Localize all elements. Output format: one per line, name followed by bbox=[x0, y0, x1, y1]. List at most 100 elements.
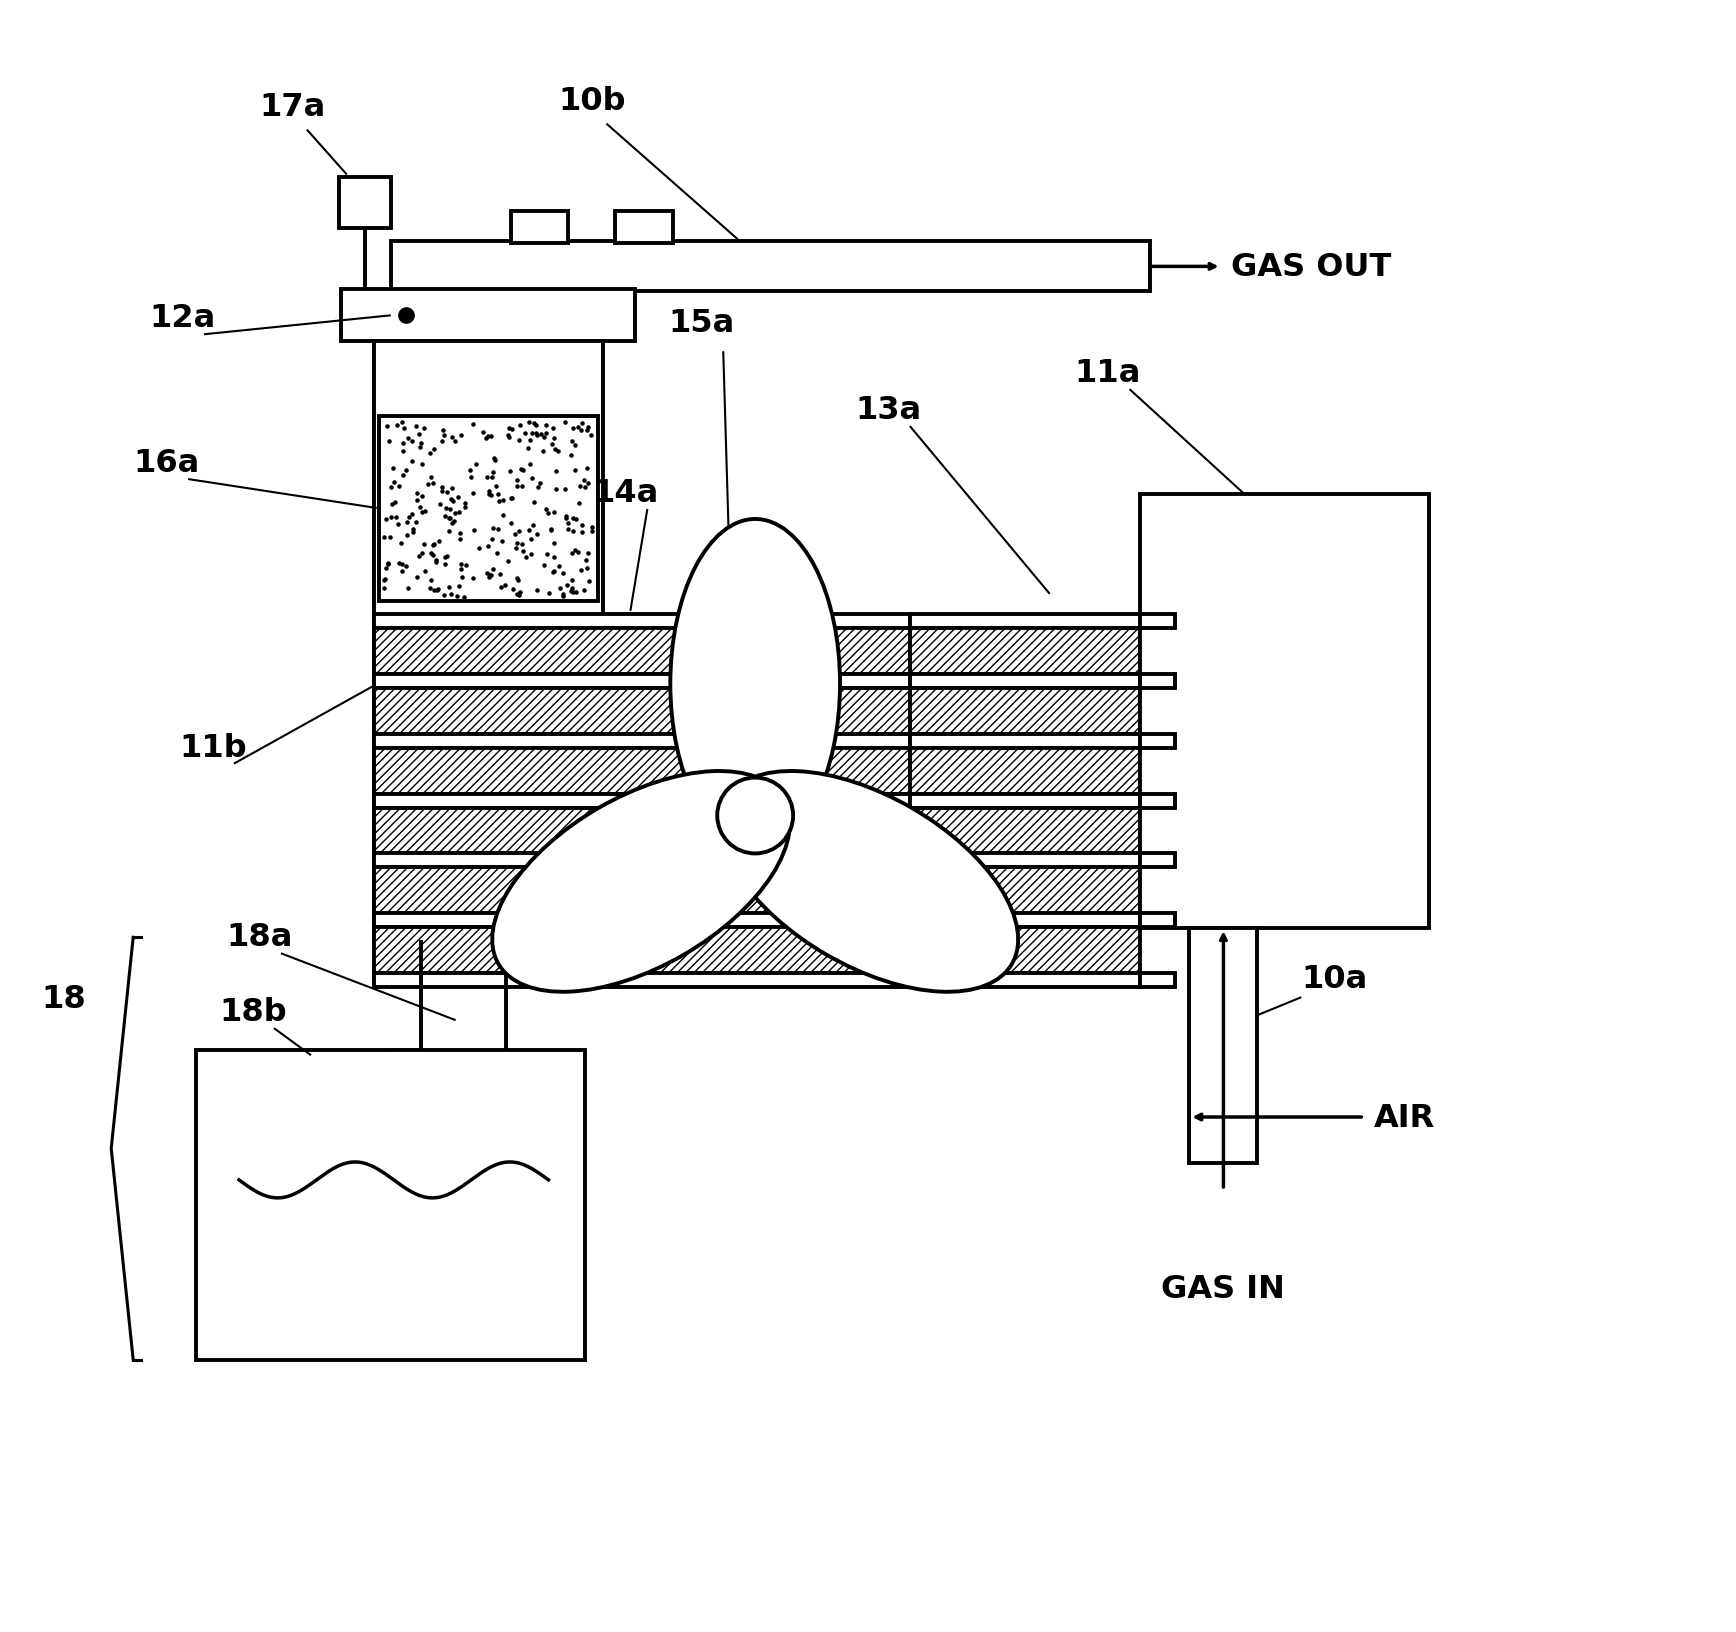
Point bbox=[509, 539, 536, 565]
Bar bbox=[373, 795, 910, 808]
Point bbox=[372, 566, 399, 592]
Text: 10b: 10b bbox=[559, 85, 627, 116]
Point bbox=[446, 521, 474, 547]
Point bbox=[566, 491, 594, 517]
Point bbox=[495, 423, 523, 449]
Bar bbox=[1139, 974, 1175, 987]
Point bbox=[552, 506, 580, 532]
Point bbox=[431, 503, 458, 529]
Point bbox=[462, 452, 490, 478]
Bar bbox=[373, 808, 910, 854]
Point bbox=[542, 459, 569, 485]
Point bbox=[380, 470, 408, 496]
Point bbox=[554, 573, 582, 599]
Point bbox=[484, 481, 512, 508]
Point bbox=[569, 578, 597, 604]
Bar bbox=[373, 343, 604, 940]
Point bbox=[474, 424, 502, 450]
Bar bbox=[910, 914, 1139, 927]
Point bbox=[549, 560, 576, 586]
Point bbox=[474, 561, 502, 588]
Point bbox=[503, 583, 531, 609]
Text: 11a: 11a bbox=[1075, 357, 1141, 388]
Text: 13a: 13a bbox=[856, 395, 922, 426]
Point bbox=[540, 426, 568, 452]
Point bbox=[448, 557, 476, 583]
Point bbox=[373, 413, 401, 439]
Bar bbox=[910, 974, 1139, 987]
Point bbox=[540, 558, 568, 584]
Bar bbox=[340, 290, 635, 343]
Point bbox=[399, 449, 427, 475]
Point bbox=[564, 540, 592, 566]
Point bbox=[434, 506, 462, 532]
Point bbox=[535, 579, 562, 605]
Text: GAS OUT: GAS OUT bbox=[1231, 251, 1392, 282]
Point bbox=[431, 583, 458, 609]
Point bbox=[533, 413, 561, 439]
Point bbox=[403, 488, 431, 514]
Point bbox=[519, 512, 547, 539]
Point bbox=[392, 553, 420, 579]
Point bbox=[505, 583, 533, 609]
Point bbox=[519, 421, 547, 447]
Point bbox=[507, 413, 535, 439]
Point bbox=[406, 494, 434, 521]
Point bbox=[391, 416, 418, 442]
Point bbox=[552, 504, 580, 530]
Point bbox=[568, 558, 595, 584]
Point bbox=[523, 421, 550, 447]
Bar bbox=[910, 854, 1139, 868]
Point bbox=[479, 460, 507, 486]
Point bbox=[529, 424, 557, 450]
Point bbox=[512, 545, 540, 571]
Point bbox=[451, 553, 479, 579]
Bar bbox=[373, 734, 910, 747]
Point bbox=[370, 524, 398, 550]
Point bbox=[550, 410, 578, 436]
Point bbox=[427, 491, 455, 517]
Point bbox=[422, 550, 450, 576]
Point bbox=[417, 540, 444, 566]
Point bbox=[573, 555, 601, 581]
Bar bbox=[1139, 614, 1175, 628]
Point bbox=[498, 486, 526, 512]
Point bbox=[417, 576, 444, 602]
Point bbox=[559, 416, 587, 442]
Point bbox=[420, 578, 448, 604]
Point bbox=[503, 568, 531, 594]
Point bbox=[523, 578, 550, 604]
Point bbox=[575, 470, 602, 496]
Point bbox=[557, 540, 585, 566]
Point bbox=[529, 553, 557, 579]
Point bbox=[575, 540, 602, 566]
Point bbox=[408, 499, 436, 526]
Bar bbox=[910, 927, 1139, 974]
Point bbox=[540, 545, 568, 571]
Point bbox=[510, 421, 538, 447]
Point bbox=[573, 418, 601, 444]
Point bbox=[389, 439, 417, 465]
Bar bbox=[1139, 674, 1175, 689]
Point bbox=[441, 501, 469, 527]
Point bbox=[457, 457, 484, 483]
Point bbox=[500, 522, 528, 548]
Ellipse shape bbox=[493, 772, 790, 992]
Point bbox=[490, 488, 517, 514]
Bar bbox=[1139, 854, 1175, 868]
Point bbox=[446, 423, 474, 449]
Point bbox=[507, 579, 535, 605]
Point bbox=[437, 477, 465, 503]
Point bbox=[486, 561, 514, 588]
Point bbox=[441, 509, 469, 535]
Point bbox=[389, 552, 417, 578]
Text: 11b: 11b bbox=[179, 733, 247, 764]
Text: 18a: 18a bbox=[226, 922, 292, 953]
Point bbox=[533, 496, 561, 522]
Point bbox=[509, 473, 536, 499]
Point bbox=[370, 568, 398, 594]
Point bbox=[413, 472, 441, 498]
Point bbox=[373, 552, 401, 578]
Point bbox=[533, 542, 561, 568]
Point bbox=[562, 579, 590, 605]
